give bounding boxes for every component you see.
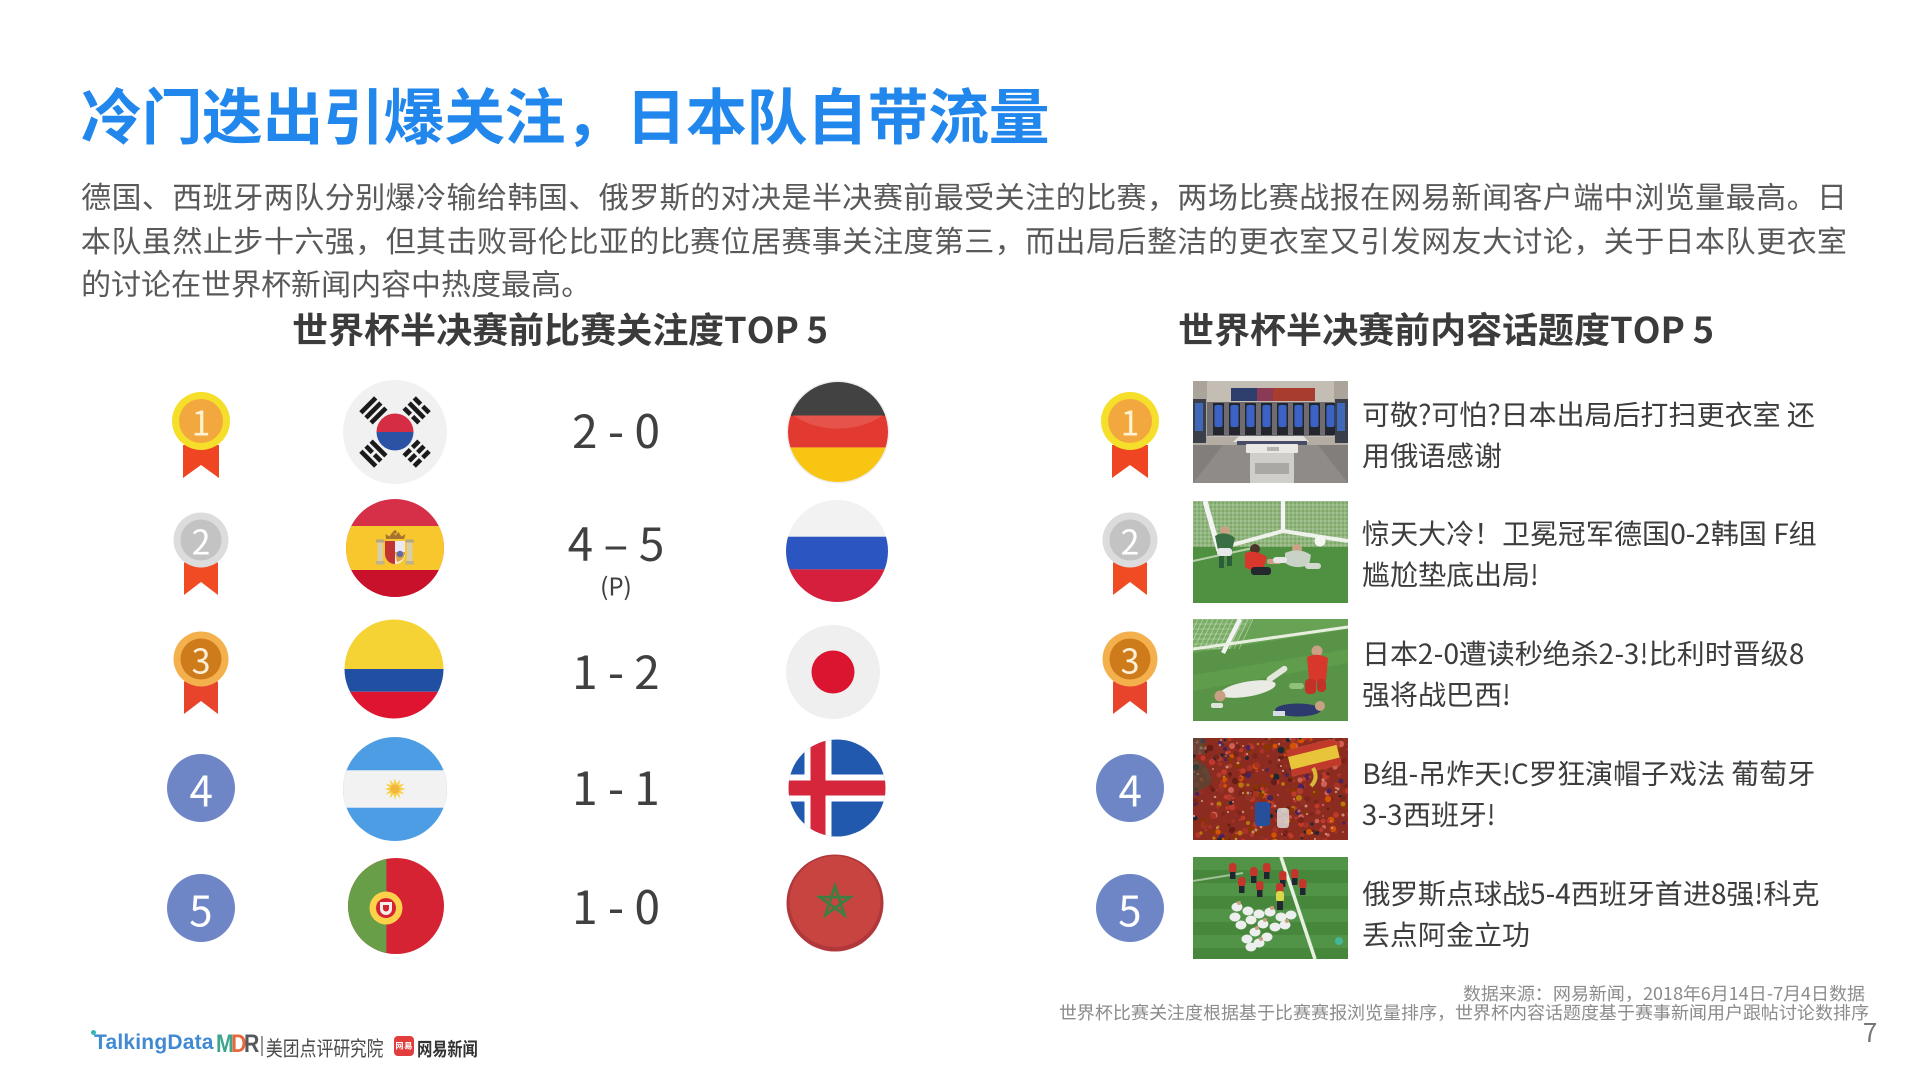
svg-text:5: 5 (189, 879, 212, 940)
svg-text:2: 2 (192, 515, 211, 564)
svg-text:1: 1 (1121, 397, 1140, 446)
svg-text:5: 5 (1118, 879, 1141, 940)
svg-text:3: 3 (1121, 635, 1140, 684)
svg-text:4: 4 (1118, 759, 1141, 820)
svg-text:4: 4 (189, 759, 212, 820)
svg-text:2: 2 (1121, 515, 1140, 564)
svg-text:1: 1 (192, 397, 211, 446)
svg-text:3: 3 (192, 635, 211, 684)
